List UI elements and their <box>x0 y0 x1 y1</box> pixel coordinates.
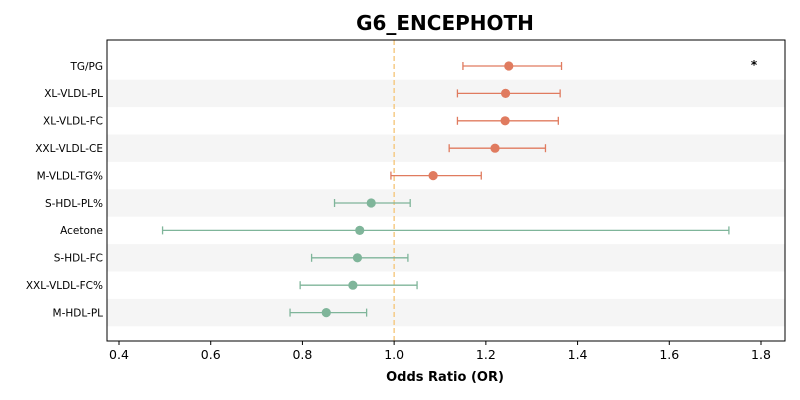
odds-ratio-point <box>504 61 514 71</box>
row-band <box>107 79 785 108</box>
chart-title: G6_ENCEPHOTH <box>356 11 534 35</box>
x-tick-label: 1.8 <box>751 347 771 362</box>
row-bands <box>107 79 785 327</box>
odds-ratio-point <box>366 198 376 208</box>
odds-ratio-point <box>355 225 365 235</box>
row-band <box>107 244 785 272</box>
odds-ratio-point <box>500 88 511 98</box>
y-tick-label: XXL-VLDL-CE <box>35 143 103 155</box>
row-band <box>107 189 785 217</box>
y-tick-label: Acetone <box>60 225 103 237</box>
odds-ratio-point <box>428 171 438 181</box>
y-tick-label: XXL-VLDL-FC% <box>26 280 103 292</box>
y-tick-label: S-HDL-FC <box>54 253 103 265</box>
odds-ratio-point <box>500 116 510 126</box>
odds-ratio-point <box>490 143 500 153</box>
y-tick-label: M-VLDL-TG% <box>37 170 103 182</box>
x-axis: 0.4 0.6 0.8 1.0 1.2 1.4 1.6 1.8 <box>109 341 771 362</box>
x-tick-label: 1.4 <box>568 347 588 362</box>
y-tick-label: M-HDL-PL <box>53 307 104 319</box>
y-tick-label: TG/PG <box>69 61 103 73</box>
odds-ratio-point <box>352 253 363 263</box>
row-band <box>107 298 785 327</box>
x-tick-label: 1.6 <box>659 347 679 362</box>
y-tick-label: S-HDL-PL% <box>45 198 103 210</box>
data-points <box>321 61 514 318</box>
plot-frame <box>106 39 786 342</box>
x-tick-label: 0.6 <box>201 347 221 362</box>
x-tick-label: 0.4 <box>109 347 129 362</box>
x-tick-label: 1.2 <box>476 347 496 362</box>
y-axis-labels: TG/PG XL-VLDL-PL XL-VLDL-FC XXL-VLDL-CE M-VL… <box>26 61 103 320</box>
annotations: * <box>751 58 758 72</box>
x-tick-label: 0.8 <box>292 347 312 362</box>
row-band <box>107 134 785 162</box>
significance-marker: * <box>751 58 758 72</box>
odds-ratio-point <box>348 280 358 290</box>
x-tick-label: 1.0 <box>384 347 404 362</box>
x-axis-title: Odds Ratio (OR) <box>386 370 504 385</box>
y-tick-label: XL-VLDL-FC <box>43 116 103 128</box>
y-tick-label: XL-VLDL-PL <box>44 88 103 100</box>
odds-ratio-point <box>321 308 331 318</box>
